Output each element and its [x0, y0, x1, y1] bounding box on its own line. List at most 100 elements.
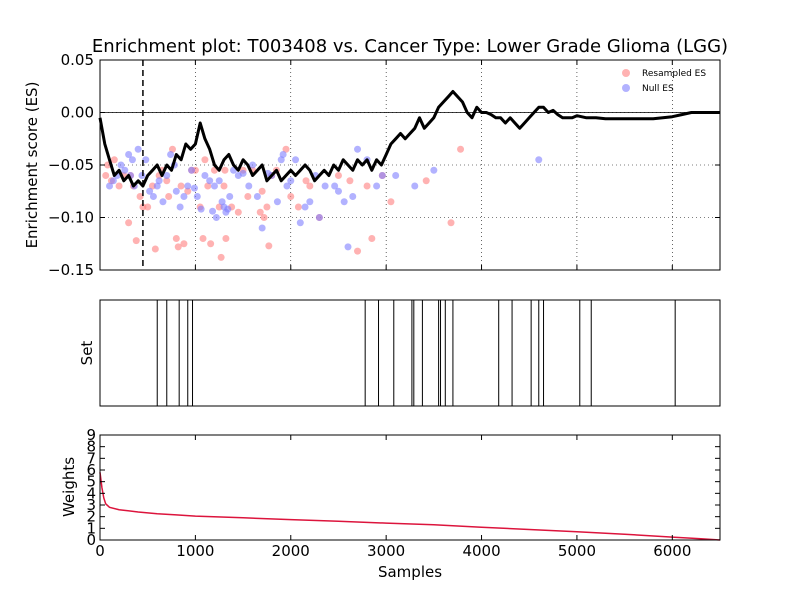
resampled-point: [363, 182, 371, 190]
resampled-point: [244, 193, 252, 200]
weights-curve: [99, 472, 721, 541]
resampled-point: [207, 240, 215, 248]
resampled-point: [115, 182, 123, 190]
x-tick-label: 4000: [462, 542, 500, 560]
resampled-point: [306, 182, 314, 190]
resampled-point: [163, 177, 171, 185]
null-point: [249, 161, 257, 169]
null-point: [121, 166, 129, 174]
x-tick-label: 1000: [176, 542, 214, 560]
y-tick-label: −0.05: [48, 156, 94, 174]
resampled-point: [125, 219, 133, 227]
resampled-point: [263, 203, 271, 211]
y-tick-label: 0.00: [61, 104, 94, 122]
resampled-point: [132, 237, 140, 245]
null-point: [340, 198, 348, 206]
weights-y-axis-label: Weights: [60, 457, 78, 517]
null-point: [146, 187, 154, 195]
resampled-point: [447, 219, 455, 227]
resampled-point: [172, 235, 180, 242]
resampled-point: [110, 156, 118, 164]
resampled-point: [302, 177, 310, 185]
set-panel: Set: [78, 299, 721, 407]
y-tick-label: 3: [86, 496, 96, 514]
null-point: [163, 172, 171, 179]
resampled-point: [368, 235, 376, 242]
null-point: [306, 198, 314, 206]
resampled-point: [102, 172, 110, 179]
weights-axes-frame: [99, 434, 721, 541]
resampled-point: [354, 247, 362, 255]
null-point: [153, 182, 161, 190]
y-tick-label: 2: [86, 508, 96, 526]
null-point: [109, 177, 117, 185]
null-point: [201, 172, 209, 179]
y-tick-label: 0: [86, 531, 96, 549]
set-axes-frame: [99, 299, 721, 407]
resampled-point: [222, 235, 230, 242]
null-point: [128, 156, 136, 164]
null-point: [344, 243, 352, 251]
null-point: [188, 166, 196, 174]
null-point: [373, 182, 381, 190]
resampled-point: [294, 203, 302, 211]
null-point: [296, 219, 304, 227]
resampled-point: [204, 182, 212, 190]
resampled-point: [221, 166, 229, 174]
null-point: [334, 187, 342, 195]
null-point: [149, 193, 157, 200]
es-curve: [98, 90, 720, 188]
x-tick-label: 5000: [558, 542, 596, 560]
y-tick-label: −0.10: [48, 209, 94, 227]
null-point: [239, 169, 247, 177]
y-tick-label: 6: [86, 461, 96, 479]
null-point: [138, 172, 146, 179]
chart-title: Enrichment plot: T003408 vs. Cancer Type…: [92, 36, 728, 57]
null-point: [193, 193, 201, 200]
null-point: [292, 156, 300, 164]
null-point: [106, 182, 114, 190]
resampled-point: [387, 198, 395, 206]
null-point: [287, 177, 295, 185]
null-point: [197, 205, 205, 213]
enrichment-panel: Enrichment plot: T003408 vs. Cancer Type…: [23, 36, 728, 279]
null-point: [245, 182, 253, 190]
null-point: [279, 151, 287, 158]
null-point: [215, 177, 223, 185]
null-point: [184, 182, 192, 190]
resampled-point: [457, 145, 465, 153]
resampled-point: [422, 177, 430, 185]
null-point: [283, 182, 291, 190]
y-tick-label: 1: [86, 519, 96, 537]
resampled-point: [199, 235, 207, 242]
null-point: [277, 156, 285, 164]
legend: Resampled ES Null ES: [622, 69, 706, 94]
null-point: [142, 156, 150, 164]
x-tick-label: 0: [95, 542, 105, 560]
weights-x-axis-label: Samples: [378, 563, 442, 581]
resampled-point: [217, 253, 225, 261]
legend-null-label: Null ES: [642, 84, 674, 94]
null-point: [212, 214, 220, 221]
null-point: [172, 187, 180, 195]
resampled-point: [151, 245, 159, 253]
resampled-point: [168, 145, 176, 153]
null-point: [125, 151, 133, 158]
x-tick-label: 2000: [272, 542, 310, 560]
set-hit-lines: [156, 300, 676, 406]
resampled-point: [287, 193, 295, 200]
y-tick-label: 0.05: [61, 51, 94, 69]
resampled-point: [136, 193, 144, 200]
resampled-point: [265, 242, 273, 250]
null-point: [218, 198, 226, 206]
set-y-axis-label: Set: [78, 341, 96, 366]
null-point: [180, 193, 188, 200]
null-point: [226, 193, 234, 200]
null-point: [392, 172, 400, 179]
null-point: [159, 198, 167, 206]
null-point: [315, 214, 323, 221]
null-point: [301, 203, 309, 211]
null-point: [430, 166, 438, 174]
resampled-point: [165, 193, 173, 200]
